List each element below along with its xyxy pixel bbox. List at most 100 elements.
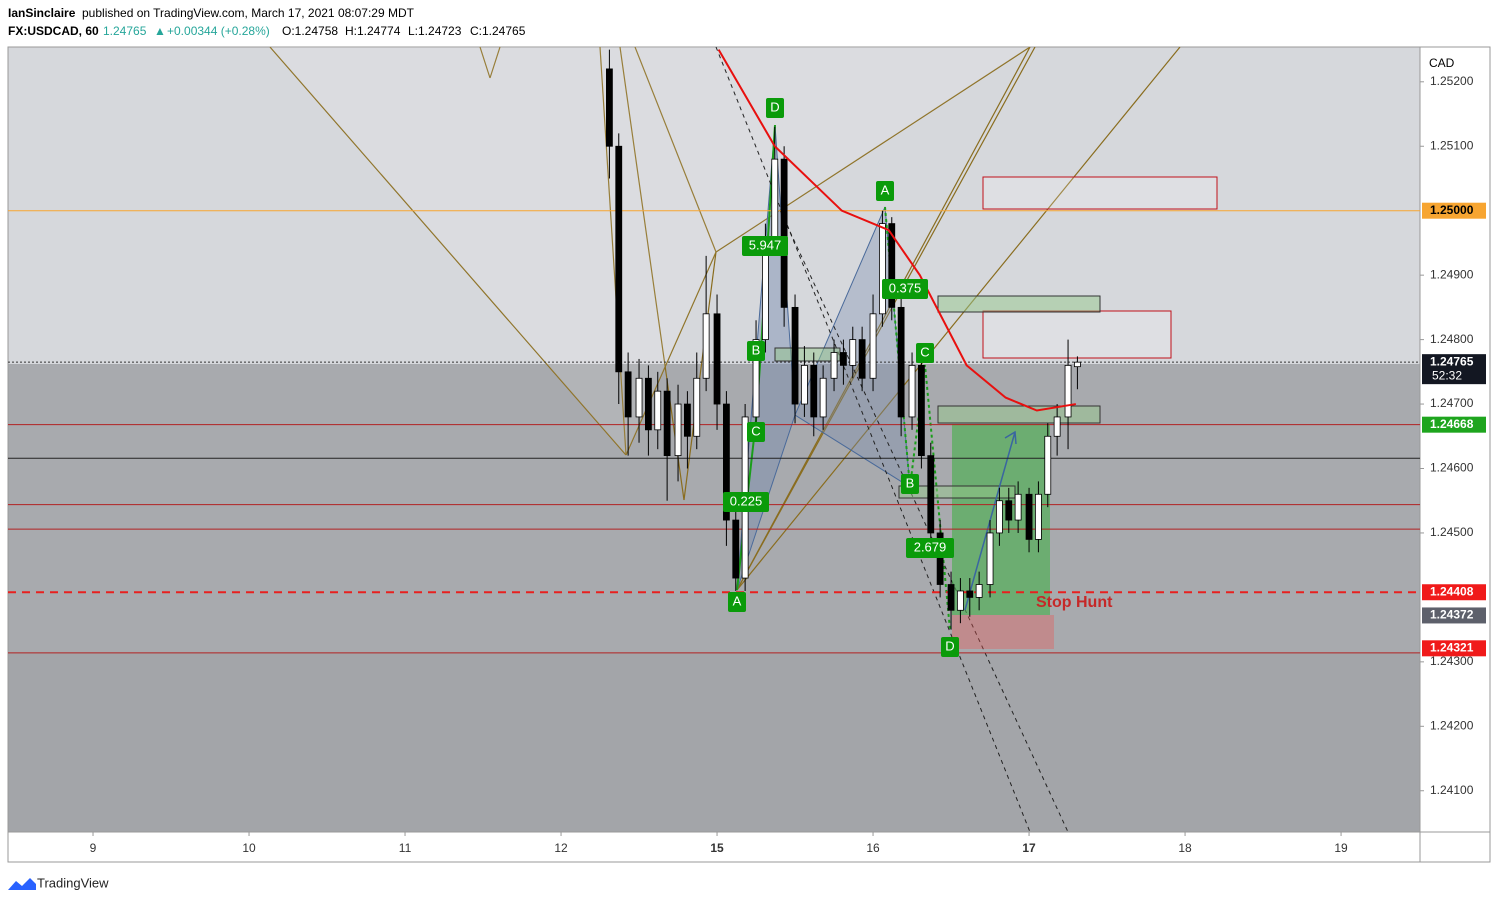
price-label: 1.24408 (1430, 584, 1474, 598)
pattern-point: A (733, 593, 742, 608)
zone-shade (8, 653, 1420, 832)
trend-line (715, 47, 1031, 832)
zone-box (937, 405, 1101, 424)
pattern-point: C (751, 423, 760, 438)
candle-body (869, 313, 877, 379)
candle-body (986, 532, 994, 585)
supply-zone (982, 310, 1172, 359)
trend-line (779, 209, 1069, 832)
candle-body (1044, 435, 1052, 495)
candle-body (996, 500, 1003, 534)
price-label-bg (1422, 584, 1486, 601)
change: +0.00344 (+0.28%) (167, 24, 270, 38)
candle-body (654, 390, 662, 431)
long-stop-zone (952, 615, 1054, 649)
candle-body (732, 519, 740, 579)
candle-body (1035, 493, 1042, 540)
price-label-bg (1422, 354, 1486, 385)
candle-body (771, 158, 779, 244)
candle-body (947, 584, 955, 611)
time-axis (8, 832, 1490, 862)
y-tick-label: 1.24200 (1430, 718, 1474, 732)
last-price: 1.24765 (103, 24, 147, 38)
candle-body (819, 377, 827, 418)
candle-body (752, 339, 760, 418)
candle-body (1064, 364, 1072, 418)
y-tick-label: 1.24500 (1430, 525, 1474, 539)
candle-body (702, 313, 710, 379)
y-tick-label: 1.24300 (1430, 654, 1474, 668)
candle-body (810, 364, 818, 418)
candle-body (663, 390, 671, 457)
pattern-ratio: 0.225 (730, 493, 763, 508)
candle-body (1053, 416, 1061, 437)
moving-average (717, 49, 1077, 412)
candle-body (849, 339, 857, 366)
candle-body (801, 364, 808, 405)
x-tick-label: 17 (1022, 841, 1036, 855)
fib-fan (270, 47, 1030, 455)
y-tick-label: 1.24800 (1430, 332, 1474, 346)
candle-body (879, 223, 886, 315)
candle-body (957, 590, 964, 611)
price-label: 1.24372 (1430, 608, 1474, 622)
harmonic-leg (884, 206, 951, 631)
frame (7, 46, 1491, 863)
pattern-ratio: 2.679 (914, 539, 947, 554)
candle-body (1014, 493, 1022, 521)
candle-body (966, 590, 974, 598)
chart-marks (8, 49, 1420, 654)
x-tick-label: 15 (710, 841, 724, 855)
pattern-labels: D 5.947 B C 0.225 A A 0.375 C B 2.679 D … (723, 98, 1113, 657)
footer: TradingView (8, 875, 109, 890)
pattern-point: D (770, 99, 779, 114)
candle-body (791, 306, 799, 405)
zone-box (937, 295, 1101, 313)
candle-body (674, 403, 682, 457)
y-tick-label: 1.24700 (1430, 396, 1474, 410)
candle-body (830, 352, 838, 379)
price-label: 1.25000 (1430, 203, 1474, 217)
x-tick-label: 19 (1334, 841, 1348, 855)
price-label: 1.24321 (1430, 640, 1474, 654)
candle-body (1025, 493, 1033, 540)
x-tick-label: 18 (1178, 841, 1192, 855)
candle-body (723, 403, 730, 521)
candle-body (840, 352, 847, 366)
candle-body (1074, 361, 1081, 368)
candle-body (936, 532, 944, 585)
candle-body (624, 371, 632, 418)
price-label-bg (1422, 607, 1486, 624)
ohlc-high: H:1.24774 (345, 24, 401, 38)
x-tick-label: 10 (242, 841, 256, 855)
y-tick-label: 1.25200 (1430, 74, 1474, 88)
published: published on TradingView.com, March 17, … (82, 6, 415, 20)
author: IanSinclaire (8, 6, 76, 20)
y-tick-label: 1.24100 (1430, 783, 1474, 797)
candle-body (927, 455, 935, 534)
candle-body (615, 145, 623, 373)
pattern-ratio: 0.375 (889, 280, 922, 295)
x-tick-label: 16 (866, 841, 880, 855)
candle-body (975, 584, 983, 598)
x-tick-label: 11 (399, 841, 412, 855)
price-label: 1.24668 (1430, 417, 1474, 431)
candle-body (713, 313, 721, 405)
change-arrow: ▲ (154, 24, 166, 38)
price-label-bg (1422, 202, 1486, 219)
candle-body (644, 377, 652, 431)
candle-body (1005, 500, 1013, 521)
candle-body (693, 377, 701, 437)
candle-body (888, 223, 896, 308)
x-tick-label: 9 (90, 841, 97, 855)
pattern-point: C (920, 344, 929, 359)
supply-zone (982, 176, 1218, 210)
symbol: FX:USDCAD, 60 (8, 24, 99, 38)
ohlc-open: O:1.24758 (282, 24, 338, 38)
stop-hunt-label: Stop Hunt (1036, 594, 1113, 611)
candle-body (908, 364, 916, 418)
pattern-point: A (881, 182, 890, 197)
candle-body (897, 306, 905, 418)
